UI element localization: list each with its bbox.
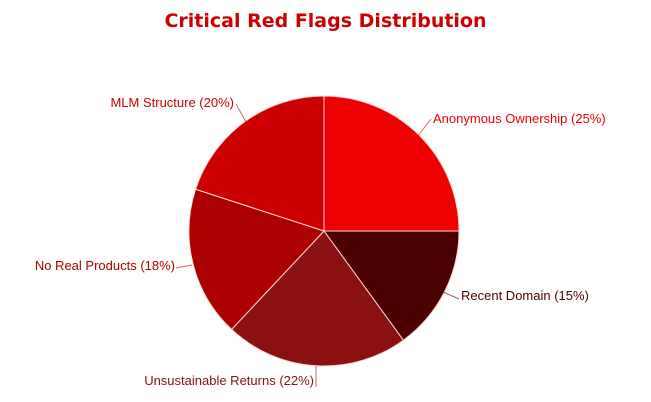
pie-slice[interactable] bbox=[194, 95, 325, 232]
leader-line bbox=[235, 103, 247, 123]
slice-label: Unsustainable Returns (22%) bbox=[144, 373, 314, 388]
chart-title: Critical Red Flags Distribution bbox=[164, 10, 487, 32]
pie-slice[interactable] bbox=[188, 188, 325, 331]
leader-line bbox=[175, 264, 193, 269]
slice-label: Recent Domain (15%) bbox=[461, 288, 589, 303]
slice-label: Anonymous Ownership (25%) bbox=[433, 111, 606, 126]
pie-slice[interactable] bbox=[323, 95, 460, 232]
slice-label: No Real Products (18%) bbox=[35, 258, 175, 273]
leader-line bbox=[416, 118, 432, 138]
pie-slice[interactable] bbox=[230, 230, 405, 367]
leader-line bbox=[442, 291, 460, 300]
slice-label: MLM Structure (20%) bbox=[110, 95, 234, 110]
